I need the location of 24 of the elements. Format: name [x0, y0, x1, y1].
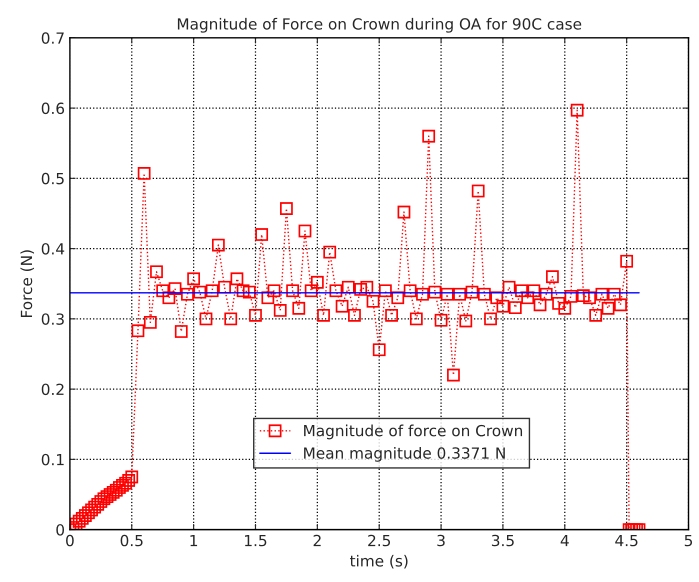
y-axis-title: Force (N) — [20, 250, 34, 317]
x-tick-label: 5 — [684, 534, 692, 546]
y-tick-label: 0.1 — [42, 454, 64, 466]
x-tick-label: 3 — [437, 534, 445, 546]
x-tick-label: 4 — [560, 534, 569, 546]
y-tick-label: 0.4 — [42, 243, 64, 255]
y-tick-label: 0.3 — [42, 313, 64, 325]
x-tick-label: 1.5 — [245, 534, 266, 546]
x-tick-label: 0.5 — [120, 534, 143, 546]
x-tick-label: 2 — [314, 534, 321, 546]
x-tick-label: 3.5 — [492, 534, 514, 546]
legend-label: Magnitude of force on Crown — [304, 424, 522, 440]
x-axis-title: time (s) — [350, 554, 408, 568]
y-tick-label: 0.5 — [42, 172, 64, 184]
x-tick-label: 4.5 — [615, 534, 638, 546]
legend-label: Mean magnitude 0.3371 N — [304, 446, 505, 462]
x-tick-label: 0 — [66, 534, 74, 546]
y-tick-label: 0.2 — [42, 384, 64, 396]
y-tick-label: 0.6 — [42, 102, 64, 114]
x-tick-label: 1 — [190, 534, 198, 546]
chart-title: Magnitude of Force on Crown during OA for 90C case — [178, 18, 582, 33]
x-tick-label: 2.5 — [368, 534, 390, 546]
y-tick-label: 0.7 — [42, 32, 64, 44]
y-tick-label: 0 — [56, 524, 64, 536]
